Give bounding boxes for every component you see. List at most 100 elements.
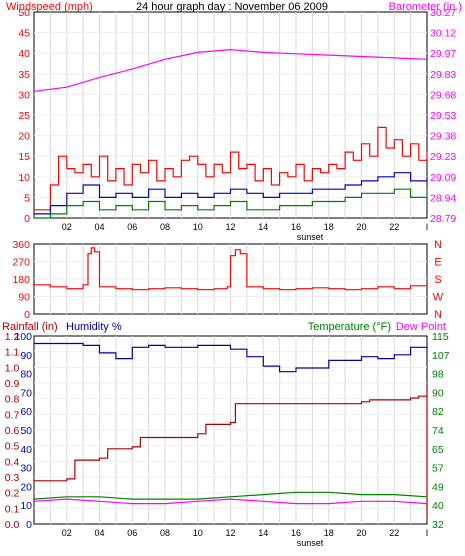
x-tick-label: 16	[291, 528, 301, 538]
compass-letter: N	[434, 309, 442, 321]
y-tick-label: 29.23	[430, 151, 456, 163]
y-tick-label: 0.0	[5, 519, 20, 531]
y-tick-label: 15	[18, 151, 30, 163]
y-tick-label: 5	[24, 192, 30, 204]
y-tick-label: 80	[20, 369, 32, 381]
series-line	[33, 48, 428, 92]
x-tick-label: 04	[94, 222, 104, 232]
y-tick-label: 35	[18, 69, 30, 81]
y-tick-label: 40	[432, 500, 444, 512]
x-tick-label: 06	[127, 528, 137, 538]
compass-letter: S	[434, 274, 441, 286]
y-tick-label: 32	[432, 519, 444, 531]
y-tick-label: 270	[12, 257, 30, 269]
x-tick-label: 20	[356, 222, 366, 232]
y-tick-label: 20	[20, 481, 32, 493]
y-tick-label: 10	[18, 172, 30, 184]
y-tick-label: 28.79	[430, 213, 456, 225]
wind-panel-series	[33, 48, 428, 219]
y-tick-label: 90	[20, 350, 32, 362]
y-tick-label: 57	[432, 463, 444, 475]
windspeed-axis-label: Windspeed (mph)	[6, 1, 93, 13]
humidity-axis-label: Humidity %	[66, 321, 122, 333]
y-tick-label: 0.9	[5, 378, 20, 390]
x-tick-label: 08	[160, 528, 170, 538]
y-tick-label: 360	[12, 239, 30, 251]
barometer-axis-label: Barometer (in.)	[389, 1, 462, 13]
y-tick-label: 90	[432, 387, 444, 399]
y-tick-label: 50	[20, 425, 32, 437]
series-line	[33, 491, 428, 500]
y-tick-label: 70	[20, 387, 32, 399]
series-line	[34, 247, 428, 291]
y-tick-label: 0.4	[5, 456, 20, 468]
wind-panel-ticks: 0 5 10 15 20 25 30 35 40 45 50 28.79 28.94 29.09 29.23…	[18, 7, 456, 232]
y-tick-label: 74	[432, 425, 444, 437]
y-tick-label: 20	[18, 131, 30, 143]
x-tick-label: 22	[389, 528, 399, 538]
y-tick-label: 0.5	[5, 441, 20, 453]
dewpoint-axis-label: Dew Point	[396, 321, 446, 333]
y-tick-label: 30	[20, 463, 32, 475]
x-tick-label: 06	[127, 222, 137, 232]
y-tick-label: 45	[18, 28, 30, 40]
rain-sunset-label: sunset	[297, 538, 324, 548]
y-tick-label: 1.0	[5, 362, 20, 374]
x-tick-label: 12	[225, 528, 235, 538]
y-tick-label: 29.97	[430, 48, 456, 60]
x-tick-label: 20	[356, 528, 366, 538]
x-tick-label: 10	[193, 528, 203, 538]
y-tick-label: 30.27	[430, 7, 456, 19]
x-tick-label: 02	[62, 528, 72, 538]
y-tick-label: 0.7	[5, 409, 20, 421]
x-tick-label: 14	[258, 222, 268, 232]
y-tick-label: 0.6	[5, 425, 20, 437]
y-tick-label: 30.12	[430, 28, 456, 40]
y-tick-label: 30	[18, 89, 30, 101]
x-tick-label: 04	[94, 528, 104, 538]
series-line	[34, 342, 428, 373]
y-tick-label: 100	[14, 331, 32, 343]
rain-panel-grid	[34, 336, 427, 524]
x-tick-label: 16	[291, 222, 301, 232]
y-tick-label: 40	[20, 444, 32, 456]
x-tick-label: 18	[324, 222, 334, 232]
x-tick-label: I	[426, 222, 429, 232]
series-line	[33, 498, 428, 505]
wind-panel-grid	[34, 12, 427, 218]
x-tick-label: 02	[62, 222, 72, 232]
rain-panel-series	[33, 342, 428, 521]
y-tick-label: 115	[432, 331, 449, 343]
y-tick-label: 0	[24, 213, 30, 225]
x-tick-label: 10	[193, 222, 203, 232]
rainfall-axis-label: Rainfall (in)	[2, 321, 58, 333]
y-tick-label: 0.8	[5, 394, 20, 406]
y-tick-label: 98	[432, 369, 444, 381]
compass-letter: W	[433, 292, 444, 304]
y-tick-label: 28.94	[430, 192, 456, 204]
chart-title: 24 hour graph day : November 06 2009	[136, 1, 328, 13]
series-line	[34, 188, 428, 219]
y-tick-label: 10	[20, 500, 32, 512]
y-tick-label: 29.38	[430, 131, 456, 143]
series-line	[34, 126, 428, 211]
y-tick-label: 0.3	[5, 472, 20, 484]
y-tick-label: 29.83	[430, 69, 456, 81]
y-tick-label: 0	[24, 309, 30, 321]
y-tick-label: 65	[432, 444, 444, 456]
x-tick-label: 18	[324, 528, 334, 538]
x-tick-label: 14	[258, 528, 268, 538]
direction-panel-series	[34, 247, 428, 291]
x-tick-label: 08	[160, 222, 170, 232]
y-tick-label: 49	[432, 481, 444, 493]
series-line	[34, 172, 428, 215]
wind-sunset-label: sunset	[297, 232, 324, 242]
y-tick-label: 60	[20, 406, 32, 418]
y-tick-label: 90	[18, 292, 30, 304]
y-tick-label: 1.1	[5, 347, 20, 359]
y-tick-label: 50	[18, 7, 30, 19]
y-tick-label: 107	[432, 350, 450, 362]
